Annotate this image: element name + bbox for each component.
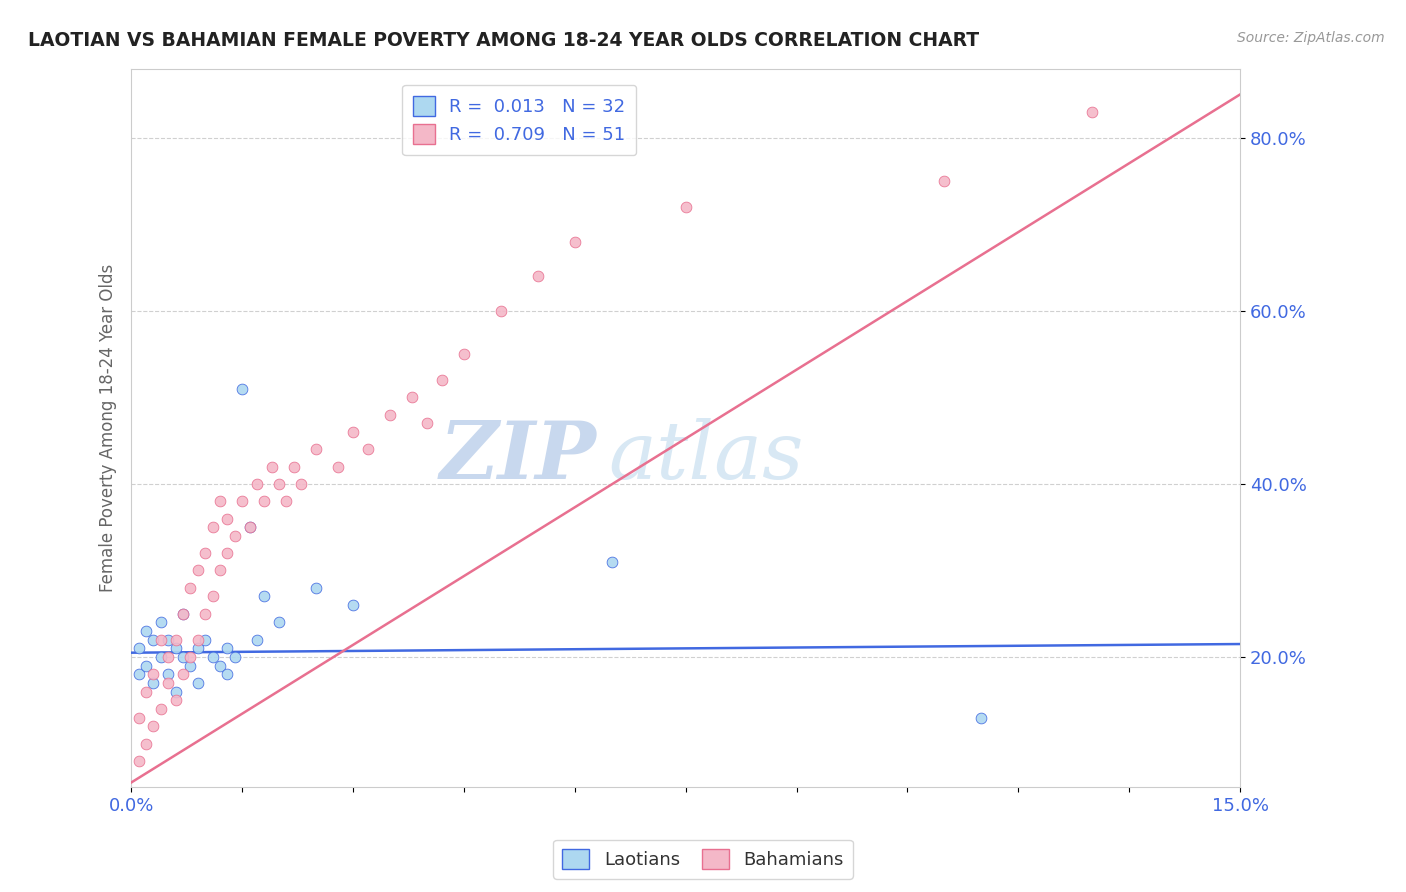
Point (142, 632, 165, 647)
Legend: R =  0.013   N = 32, R =  0.709   N = 51: R = 0.013 N = 32, R = 0.709 N = 51 (402, 85, 637, 155)
Point (246, 477, 269, 491)
Point (194, 607, 217, 621)
Point (238, 520, 260, 534)
Point (165, 632, 187, 647)
Point (527, 269, 550, 284)
Point (187, 564, 209, 578)
Text: ZIP: ZIP (440, 417, 598, 495)
Point (600, 555, 623, 569)
Point (172, 607, 194, 621)
Point (149, 650, 172, 665)
Point (217, 546, 239, 560)
Point (128, 641, 150, 656)
Point (217, 667, 239, 681)
Point (430, 373, 453, 387)
Point (142, 719, 165, 733)
Point (157, 667, 180, 681)
Point (194, 632, 217, 647)
Point (224, 529, 246, 543)
Point (157, 632, 180, 647)
Point (149, 615, 172, 630)
Point (305, 581, 328, 595)
Point (194, 546, 217, 560)
Point (201, 590, 224, 604)
Point (172, 667, 194, 681)
Point (267, 615, 290, 630)
Point (342, 425, 364, 439)
Point (128, 710, 150, 724)
Point (231, 494, 253, 508)
Point (246, 632, 269, 647)
Text: LAOTIAN VS BAHAMIAN FEMALE POVERTY AMONG 18-24 YEAR OLDS CORRELATION CHART: LAOTIAN VS BAHAMIAN FEMALE POVERTY AMONG… (28, 31, 979, 50)
Point (253, 494, 276, 508)
Point (970, 710, 993, 724)
Point (357, 442, 380, 457)
Point (416, 417, 439, 431)
Point (201, 650, 224, 665)
Point (305, 442, 328, 457)
Point (149, 702, 172, 716)
Point (165, 693, 187, 707)
Point (135, 684, 157, 698)
Point (165, 684, 187, 698)
Point (342, 598, 364, 612)
Point (267, 477, 290, 491)
Y-axis label: Female Poverty Among 18-24 Year Olds: Female Poverty Among 18-24 Year Olds (100, 263, 117, 591)
Point (208, 494, 231, 508)
Point (231, 382, 253, 396)
Point (1081, 104, 1104, 119)
Point (135, 624, 157, 638)
Point (453, 347, 475, 361)
Point (934, 174, 956, 188)
Point (260, 459, 283, 474)
Point (328, 459, 350, 474)
Point (224, 650, 246, 665)
Point (489, 303, 512, 318)
Point (128, 754, 150, 768)
Point (135, 737, 157, 751)
Point (179, 581, 201, 595)
Point (401, 391, 423, 405)
Point (172, 650, 194, 665)
Point (142, 667, 165, 681)
Point (172, 607, 194, 621)
Point (135, 658, 157, 673)
Point (217, 641, 239, 656)
Text: atlas: atlas (607, 417, 803, 495)
Point (187, 641, 209, 656)
Point (290, 477, 312, 491)
Point (675, 200, 697, 214)
Point (157, 650, 180, 665)
Point (165, 641, 187, 656)
Point (128, 667, 150, 681)
Point (179, 658, 201, 673)
Point (142, 676, 165, 690)
Point (283, 459, 305, 474)
Point (149, 632, 172, 647)
Point (564, 235, 586, 249)
Point (201, 520, 224, 534)
Point (253, 590, 276, 604)
Point (179, 650, 201, 665)
Point (378, 408, 401, 422)
Text: Source: ZipAtlas.com: Source: ZipAtlas.com (1237, 31, 1385, 45)
Point (238, 520, 260, 534)
Legend: Laotians, Bahamians: Laotians, Bahamians (554, 839, 852, 879)
Point (208, 658, 231, 673)
Point (187, 676, 209, 690)
Point (157, 676, 180, 690)
Point (276, 494, 298, 508)
Point (217, 511, 239, 525)
Point (208, 564, 231, 578)
Point (187, 632, 209, 647)
